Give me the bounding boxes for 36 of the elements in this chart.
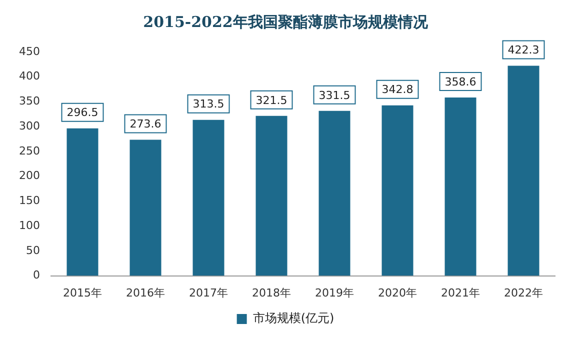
data-label: 422.3: [508, 44, 540, 57]
y-tick-label: 250: [18, 144, 40, 158]
x-tick-label: 2017年: [188, 286, 228, 300]
x-tick-label: 2020年: [378, 286, 417, 300]
bar: [192, 120, 224, 276]
y-tick-label: 0: [32, 268, 40, 282]
data-label: 331.5: [318, 88, 350, 102]
y-tick-label: 150: [18, 194, 40, 208]
chart-title: 2015-2022年我国聚酯薄膜市场规模情况: [143, 12, 429, 31]
bar: [508, 66, 540, 276]
y-tick-label: 50: [26, 244, 40, 257]
x-tick-label: 2015年: [62, 286, 102, 300]
y-tick-label: 100: [18, 218, 40, 232]
bar: [66, 128, 98, 276]
legend-label: 市场规模(亿元): [252, 311, 334, 326]
x-tick-label: 2021年: [441, 286, 480, 300]
data-label: 342.8: [382, 83, 414, 96]
x-tick-label: 2019年: [315, 286, 354, 300]
bar: [444, 97, 476, 276]
data-label: 296.5: [66, 106, 98, 120]
data-label: 321.5: [256, 94, 288, 107]
y-tick-label: 400: [18, 70, 40, 83]
y-tick-label: 450: [18, 44, 40, 58]
x-tick-label: 2022年: [504, 286, 543, 300]
data-label: 358.6: [444, 75, 476, 88]
bar: [318, 110, 350, 276]
bar: [382, 105, 414, 276]
y-tick-label: 350: [18, 94, 40, 108]
y-tick-label: 300: [18, 119, 40, 132]
data-label: 313.5: [192, 98, 224, 111]
bar: [256, 116, 288, 276]
x-tick-label: 2018年: [252, 286, 291, 300]
bar: [130, 140, 162, 276]
x-tick-label: 2016年: [126, 286, 165, 300]
data-label: 273.6: [130, 118, 162, 131]
y-tick-label: 200: [18, 169, 40, 182]
